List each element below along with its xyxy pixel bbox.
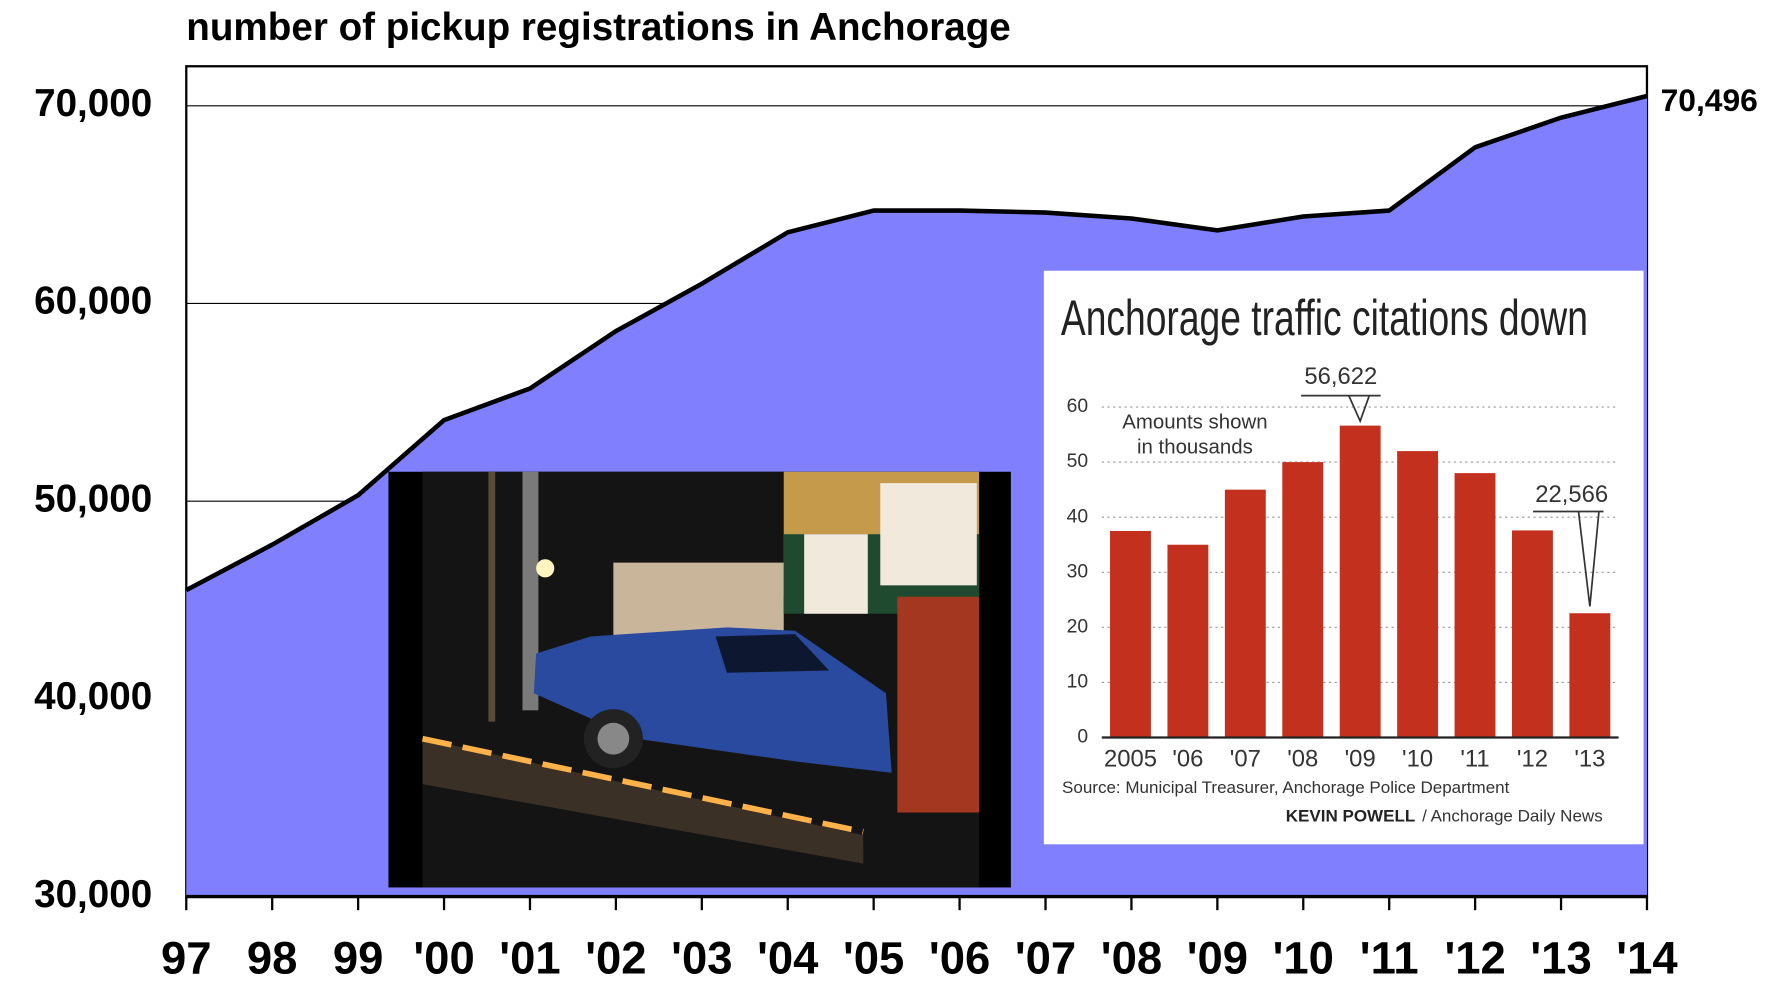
x-tick-label: '03: [671, 932, 732, 981]
bar: [1569, 613, 1611, 738]
bar: [1110, 530, 1151, 738]
x-tick-label: '01: [499, 932, 560, 981]
x-tick-label: '13: [1574, 746, 1605, 773]
x-tick-label: '12: [1444, 932, 1505, 981]
value-label: 56,622: [1304, 363, 1377, 390]
bar: [1282, 462, 1324, 738]
x-tick-label: 2005: [1104, 746, 1157, 773]
x-tick-label: '06: [929, 932, 990, 981]
value-label: 70,496: [1661, 82, 1758, 118]
x-tick-label: 98: [247, 932, 298, 981]
x-tick-label: '04: [757, 932, 819, 981]
bar: [1339, 425, 1381, 738]
x-tick-label: '09: [1187, 932, 1248, 981]
x-tick-label: '06: [1172, 746, 1203, 773]
x-tick-label: '05: [843, 932, 904, 981]
credit: KEVIN POWELL: [1286, 807, 1416, 826]
x-tick-label: '11: [1460, 746, 1489, 773]
y-tick-label: 20: [1067, 616, 1088, 637]
y-tick-label: 60,000: [34, 280, 152, 323]
inset-title: Anchorage traffic citations down: [1061, 290, 1588, 346]
y-tick-label: 70,000: [34, 82, 152, 125]
x-tick-label: '10: [1402, 746, 1433, 773]
y-tick-label: 40: [1067, 506, 1088, 527]
inset-chart: Anchorage traffic citations down 0 10 20 30 4…: [1043, 270, 1644, 845]
note: Amounts shown: [1122, 410, 1267, 433]
x-tick-label: '13: [1530, 932, 1591, 981]
x-tick-label: '09: [1345, 746, 1376, 773]
note: in thousands: [1137, 435, 1253, 458]
y-tick-label: 60: [1067, 396, 1088, 417]
x-tick-label: 99: [333, 932, 384, 981]
bar: [1397, 451, 1439, 738]
bar: [1224, 489, 1266, 738]
leader: [1533, 510, 1604, 607]
bar: [1454, 473, 1496, 738]
y-tick-label: 30,000: [34, 873, 152, 916]
leader: [1301, 394, 1381, 424]
line: [185, 93, 1648, 593]
y-tick-label: 50,000: [34, 477, 152, 520]
x-tick-label: 97: [161, 932, 212, 981]
x-tick-label: '00: [413, 932, 474, 981]
y-tick-label: 10: [1067, 672, 1088, 693]
photo: [388, 471, 1011, 888]
x-tick-label: '08: [1287, 746, 1318, 773]
value-label: 22,566: [1535, 481, 1608, 508]
chart-title: number of pickup registrations in Anchor…: [186, 6, 1010, 49]
publication: / Anchorage Daily News: [1422, 807, 1603, 826]
x-tick-label: '14: [1616, 932, 1678, 981]
source: Source: Municipal Treasurer, Anchorage P…: [1062, 778, 1510, 797]
x-tick-label: '07: [1230, 746, 1261, 773]
y-tick-label: 50: [1067, 451, 1088, 472]
y-tick-label: 30: [1067, 561, 1088, 582]
x-tick-label: '10: [1273, 932, 1334, 981]
x-tick-label: '11: [1360, 932, 1419, 981]
x-tick-label: '08: [1101, 932, 1162, 981]
bar: [1167, 544, 1209, 738]
x-tick-label: '12: [1517, 746, 1548, 773]
x-tick-label: '02: [585, 932, 646, 981]
x-tick-label: '07: [1015, 932, 1076, 981]
bar: [1511, 530, 1553, 738]
y-tick-label: 40,000: [34, 675, 152, 718]
y-tick-label: 0: [1077, 727, 1088, 748]
